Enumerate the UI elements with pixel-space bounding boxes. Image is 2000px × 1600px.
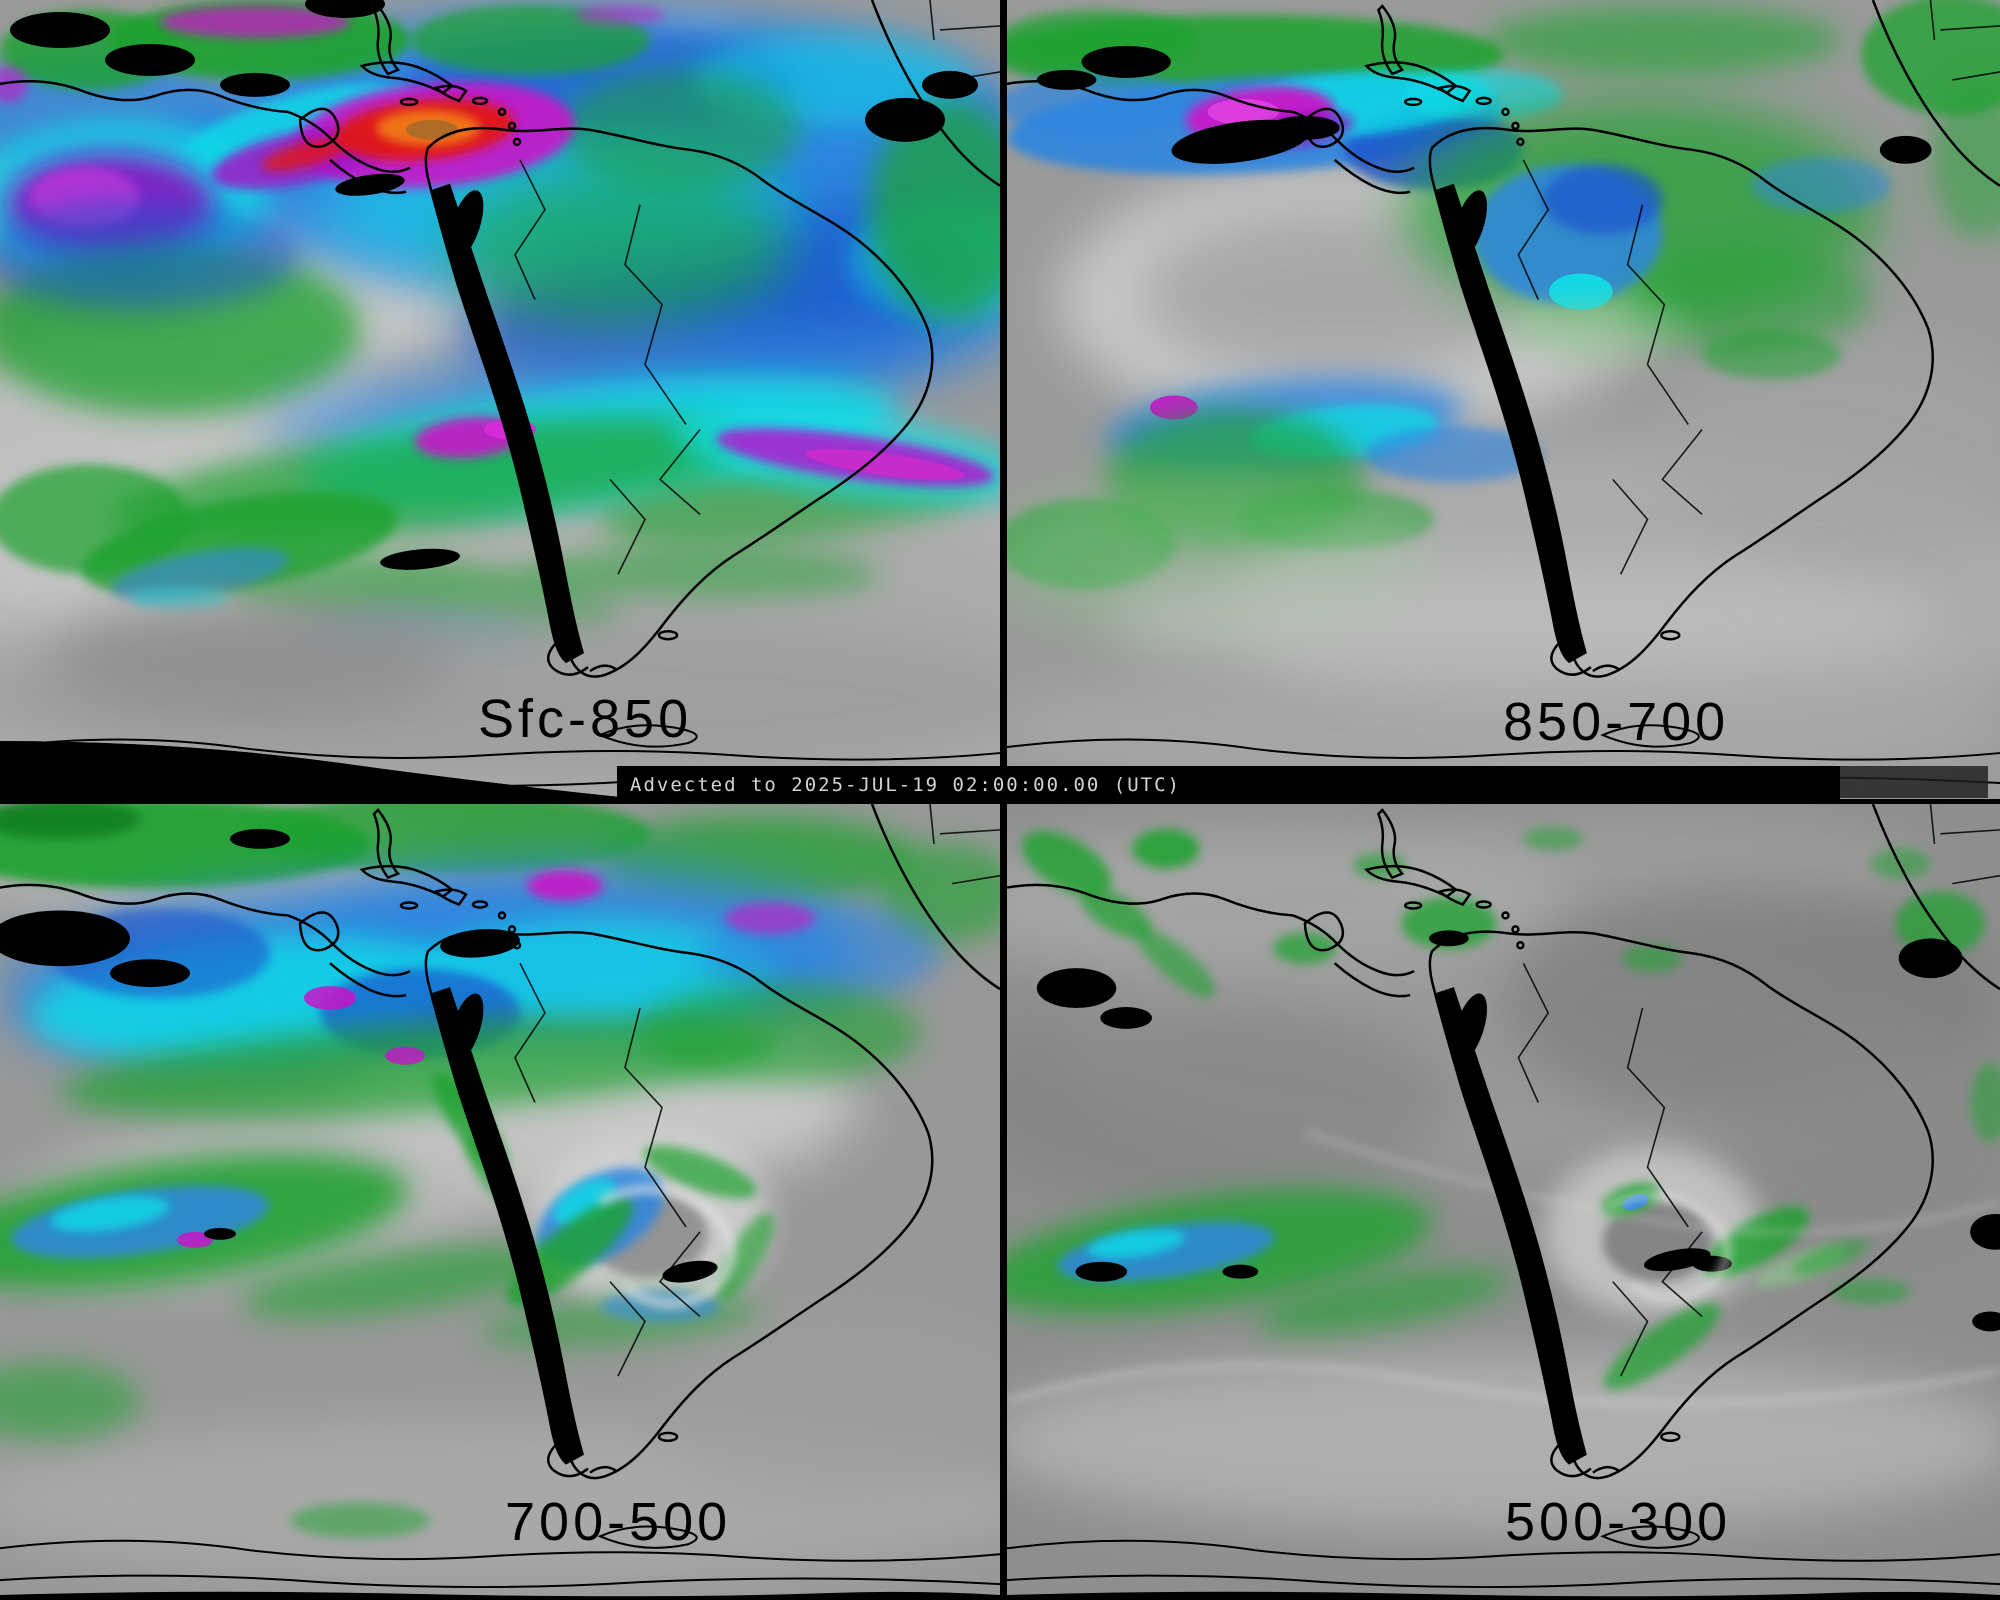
layer-label-700-500: 700-500	[505, 1492, 732, 1552]
layer-label-sfc-850: Sfc-850	[478, 689, 693, 749]
map-art-sfc-850	[0, 0, 1000, 799]
map-panel-700-500	[0, 804, 1000, 1600]
map-panel-500-300	[1007, 804, 2000, 1600]
map-panel-850-700	[1007, 0, 2000, 799]
map-art-700-500	[0, 804, 1000, 1600]
advection-time-text: Advected to 2025-JUL-19 02:00:00.00 (UTC…	[630, 774, 1181, 796]
advection-time-banner: Advected to 2025-JUL-19 02:00:00.00 (UTC…	[617, 766, 1840, 804]
layer-label-500-300: 500-300	[1505, 1492, 1732, 1552]
map-art-850-700	[1007, 0, 2000, 799]
banner-extension-overlay	[1840, 766, 1988, 798]
map-art-500-300	[1007, 804, 2000, 1600]
map-panel-sfc-850	[0, 0, 1000, 799]
layer-label-850-700: 850-700	[1503, 692, 1730, 752]
